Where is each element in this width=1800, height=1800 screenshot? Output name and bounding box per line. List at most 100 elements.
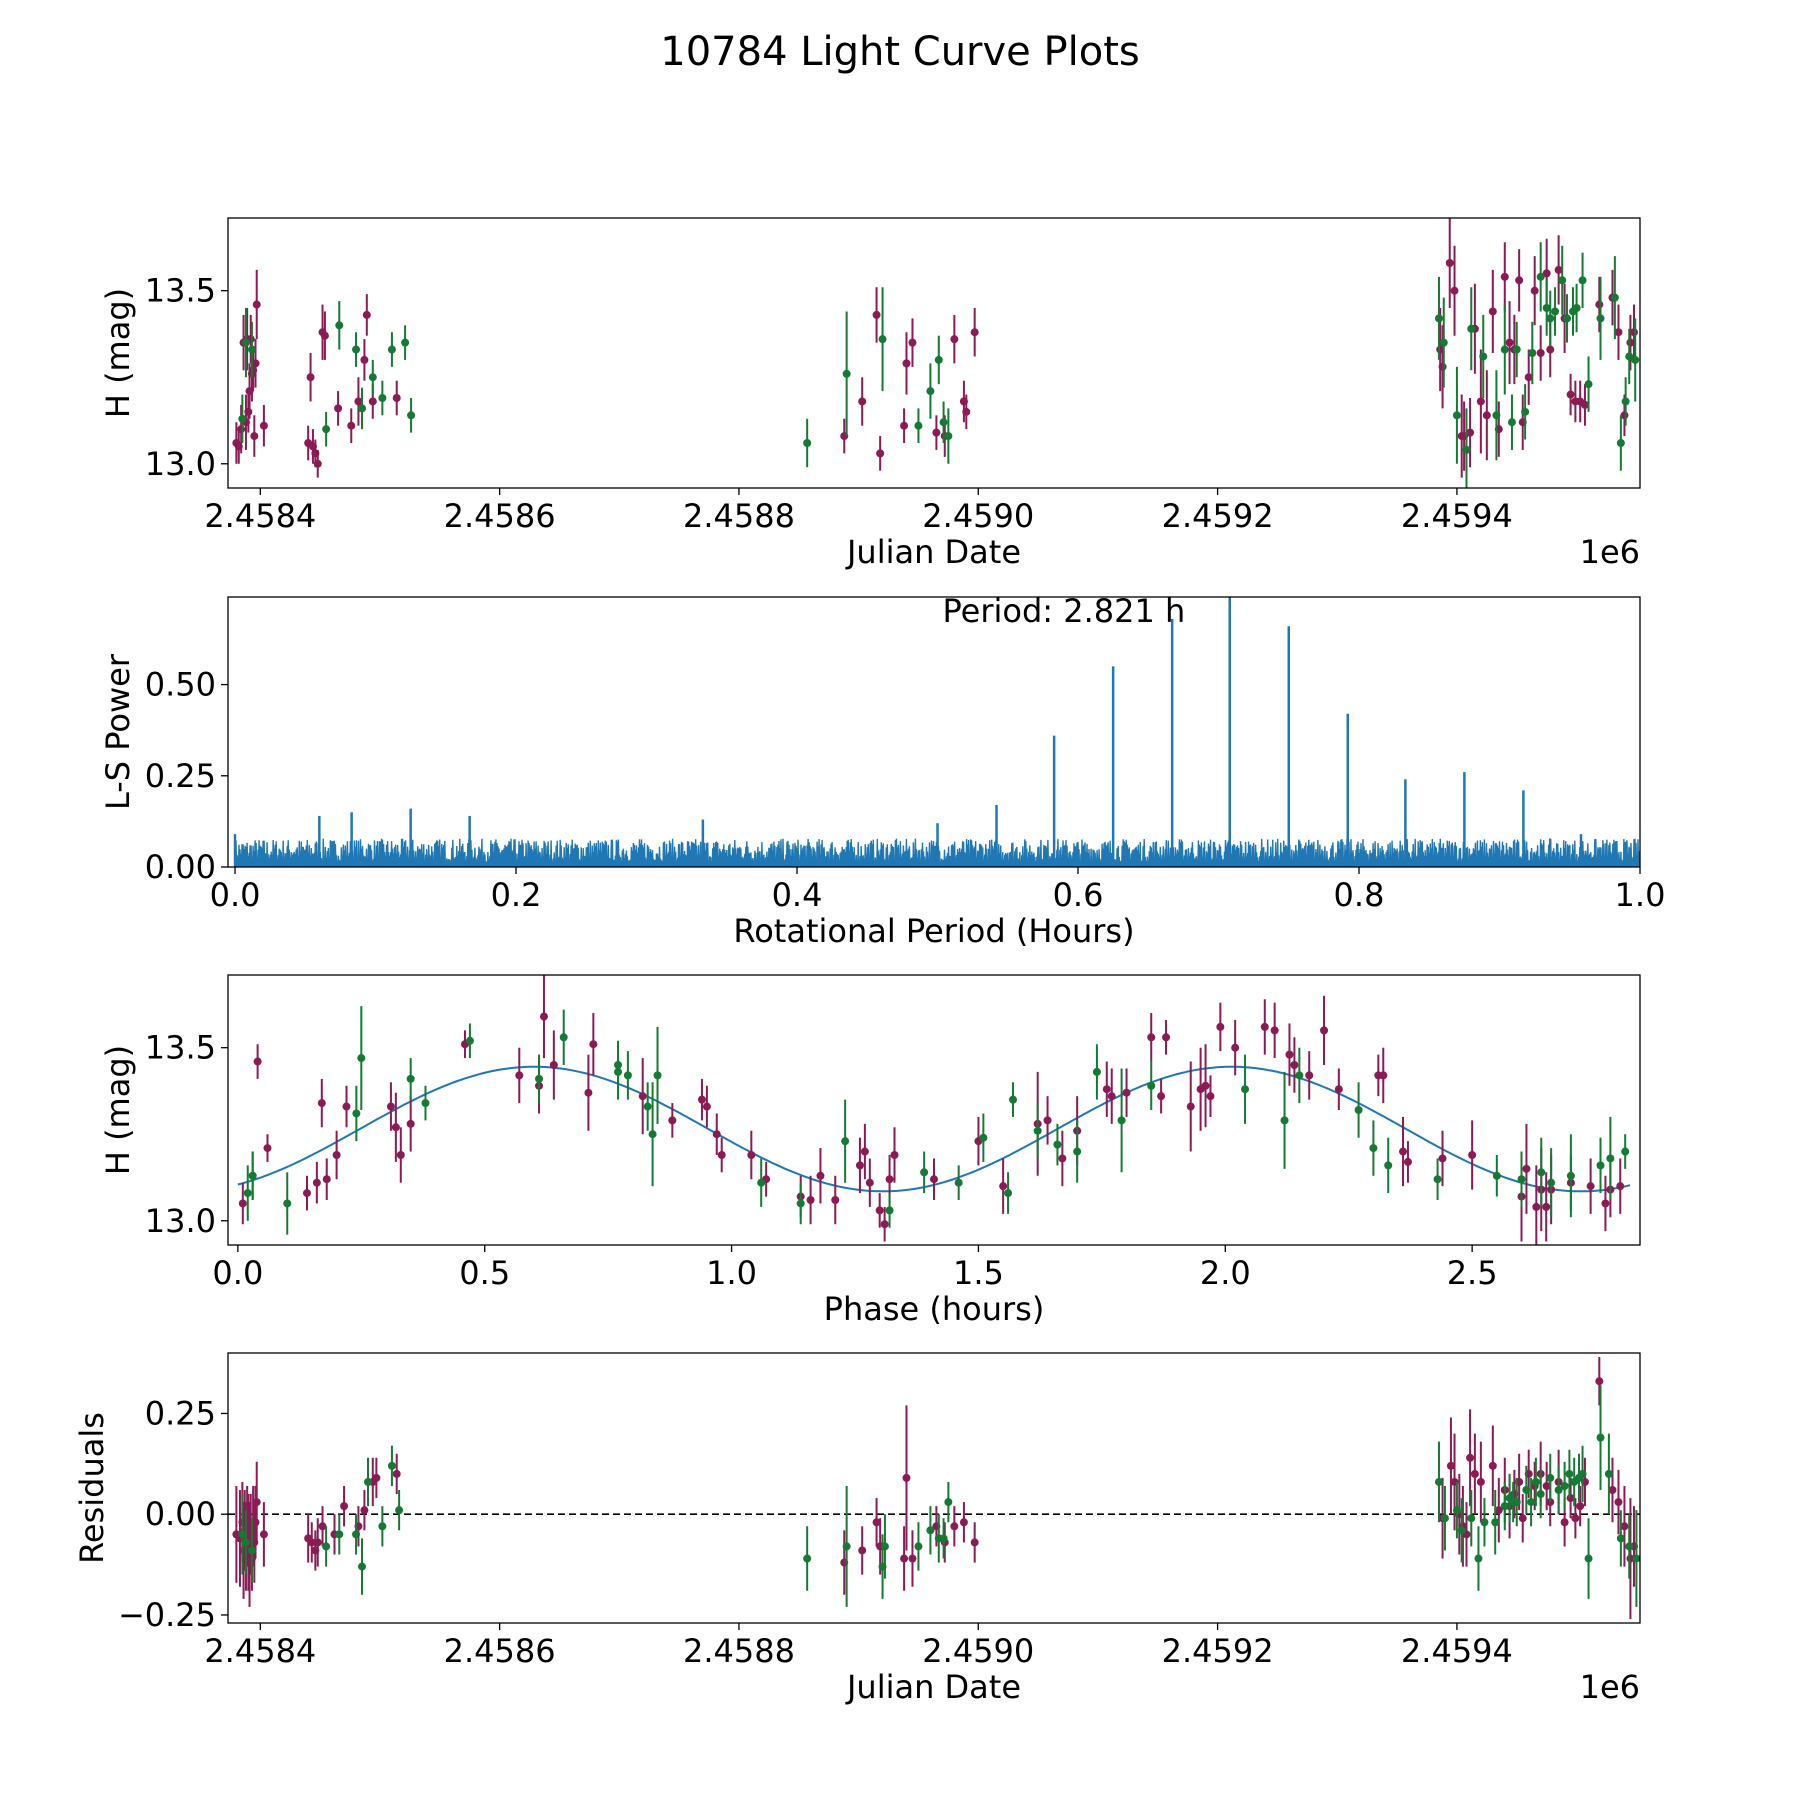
data-point-filter_b — [1578, 1469, 1587, 1478]
data-point-filter_a — [322, 1175, 331, 1184]
x-tick-label: 2.4592 — [1162, 497, 1274, 535]
y-tick-label: 13.5 — [145, 272, 216, 310]
data-point-filter_a — [855, 1161, 864, 1170]
data-point-filter_b — [1536, 272, 1545, 281]
data-point-filter_b — [1558, 276, 1567, 285]
data-point-filter_a — [250, 432, 259, 441]
data-point-filter_b — [1474, 1554, 1483, 1563]
axes-frame — [227, 1352, 1641, 1624]
data-point-filter_a — [1043, 1116, 1052, 1125]
y-axis-label: Residuals — [73, 1412, 111, 1564]
data-point-filter_a — [1530, 286, 1539, 295]
data-point-filter_a — [1466, 1453, 1475, 1462]
data-point-filter_a — [1305, 1071, 1314, 1080]
data-point-filter_a — [302, 1189, 311, 1198]
data-point-filter_a — [902, 359, 911, 368]
data-point-filter_b — [535, 1074, 544, 1083]
data-point-filter_b — [1440, 1514, 1449, 1523]
data-point-filter_a — [1532, 1202, 1541, 1211]
data-point-filter_a — [1470, 1469, 1479, 1478]
data-point-filter_b — [238, 414, 247, 423]
data-point-filter_b — [335, 1530, 344, 1539]
data-point-filter_b — [1452, 411, 1461, 420]
data-point-filter_a — [712, 1130, 721, 1139]
data-point-filter_b — [241, 1538, 250, 1547]
data-point-filter_b — [1610, 293, 1619, 302]
data-point-filter_a — [1445, 259, 1454, 267]
data-point-filter_a — [1620, 1522, 1629, 1531]
data-point-filter_b — [1596, 1433, 1605, 1442]
x-axis-label: Julian Date — [845, 533, 1021, 571]
data-point-filter_b — [1596, 314, 1605, 323]
data-point-filter_a — [515, 1071, 524, 1080]
data-point-filter_b — [378, 1522, 387, 1531]
data-point-filter_b — [1536, 1490, 1545, 1499]
figure-title: 10784 Light Curve Plots — [660, 29, 1139, 75]
data-point-filter_a — [932, 428, 941, 437]
data-point-filter_a — [1500, 272, 1509, 281]
data-point-filter_b — [880, 1542, 889, 1551]
data-point-filter_a — [908, 338, 917, 347]
data-point-filter_a — [1542, 1481, 1551, 1490]
data-point-filter_b — [796, 1199, 805, 1208]
x-tick-label: 2.4594 — [1401, 497, 1513, 535]
data-point-filter_b — [1546, 314, 1555, 323]
data-point-filter_a — [1201, 1081, 1210, 1090]
data-point-filter_a — [1614, 328, 1623, 337]
data-point-filter_a — [396, 1151, 405, 1159]
data-point-filter_b — [1604, 1469, 1613, 1478]
data-point-filter_b — [1542, 304, 1551, 312]
data-point-filter_a — [368, 397, 377, 406]
axes-frame — [227, 596, 1641, 868]
data-point-filter_a — [372, 1473, 381, 1482]
data-point-filter_b — [1073, 1147, 1082, 1156]
data-point-filter_b — [944, 1498, 953, 1507]
x-tick-label: 2.4586 — [444, 497, 556, 535]
data-point-filter_a — [362, 310, 371, 319]
data-point-filter_a — [885, 1175, 894, 1184]
data-point-filter_a — [313, 1538, 322, 1547]
data-point-filter_a — [1468, 1151, 1477, 1159]
data-point-filter_a — [1216, 1022, 1225, 1031]
data-point-filter_a — [860, 1147, 869, 1156]
data-point-filter_a — [1554, 265, 1563, 274]
data-point-filter_a — [237, 425, 246, 434]
data-point-filter_b — [1625, 1542, 1634, 1551]
data-point-filter_b — [1117, 1116, 1126, 1125]
data-point-filter_b — [1480, 1518, 1489, 1527]
data-point-filter_b — [1467, 324, 1476, 333]
data-point-filter_a — [549, 1061, 558, 1069]
data-point-filter_b — [421, 1099, 430, 1108]
data-point-filter_a — [1399, 1147, 1408, 1156]
data-point-filter_a — [306, 373, 315, 382]
data-point-filter_b — [803, 439, 812, 447]
data-point-filter_a — [342, 1102, 351, 1111]
data-point-filter_b — [1546, 1473, 1555, 1482]
data-point-filter_b — [395, 1506, 404, 1515]
data-point-filter_a — [1488, 307, 1497, 316]
data-point-filter_b — [926, 1526, 935, 1535]
data-point-filter_b — [1584, 380, 1593, 389]
data-point-filter_a — [1488, 1461, 1497, 1470]
data-point-filter_b — [939, 1534, 948, 1543]
data-point-filter_a — [1450, 286, 1459, 295]
data-point-filter_a — [252, 1498, 261, 1507]
data-point-filter_b — [248, 1171, 257, 1180]
data-point-filter_b — [1512, 345, 1521, 354]
data-point-filter_a — [959, 1518, 968, 1527]
data-point-filter_a — [1476, 1477, 1485, 1486]
data-point-filter_a — [1586, 1182, 1595, 1191]
data-point-filter_b — [1563, 314, 1572, 323]
data-point-filter_b — [378, 394, 387, 402]
data-point-filter_a — [950, 1522, 959, 1531]
data-point-filter_a — [1186, 1102, 1195, 1111]
data-point-filter_b — [1092, 1067, 1101, 1076]
data-point-filter_a — [890, 1151, 899, 1159]
data-point-filter_b — [243, 1189, 252, 1198]
data-point-filter_b — [465, 1036, 474, 1045]
data-point-filter_a — [1515, 276, 1524, 285]
data-point-filter_b — [842, 1542, 851, 1551]
data-point-filter_b — [401, 338, 410, 347]
axes-frame — [227, 974, 1641, 1246]
y-tick-label: 0.00 — [145, 848, 216, 886]
